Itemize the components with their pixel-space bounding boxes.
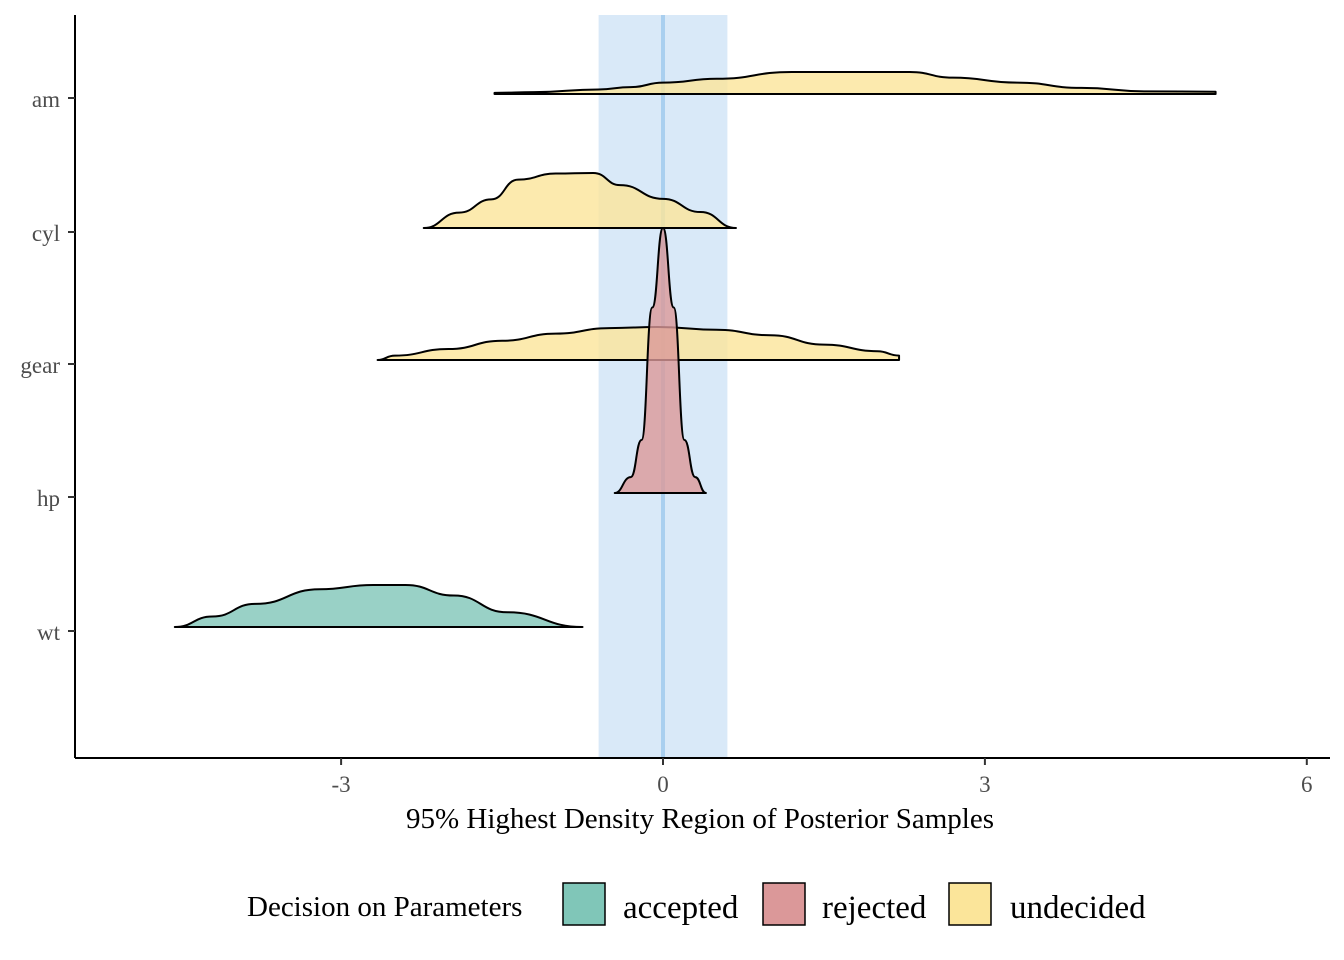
- y-tick-label-cyl: cyl: [32, 221, 60, 246]
- y-tick-label-am: am: [32, 87, 60, 112]
- legend-key-undecided: [948, 882, 992, 926]
- x-tick-label-1: 0: [657, 772, 669, 797]
- density-wt: [173, 584, 584, 628]
- y-tick-label-hp: hp: [37, 486, 60, 511]
- x-tick-label-0: -3: [332, 772, 351, 797]
- legend-label-accepted: accepted: [623, 890, 739, 926]
- x-axis-title: 95% Highest Density Region of Posterior …: [406, 803, 994, 835]
- y-tick-label-wt: wt: [37, 620, 61, 645]
- x-tick-label-3: 6: [1301, 772, 1313, 797]
- density-hp: [613, 227, 707, 494]
- legend-label-undecided: undecided: [1010, 890, 1146, 926]
- legend-label-rejected: rejected: [822, 890, 927, 926]
- axes-layer: am cyl gear hp wt -3 0 3 6: [20, 15, 1330, 797]
- legend-key-rejected: [762, 882, 806, 926]
- legend-key-accepted: [562, 882, 606, 926]
- x-tick-label-2: 3: [979, 772, 991, 797]
- legend-title: Decision on Parameters: [247, 891, 522, 923]
- density-ridges-layer: [173, 70, 1217, 628]
- density-gear: [376, 326, 901, 361]
- density-cyl: [422, 172, 737, 229]
- legend: Decision on Parameters accepted rejected un…: [247, 882, 1146, 926]
- density-am: [493, 70, 1217, 95]
- y-tick-label-gear: gear: [20, 353, 60, 378]
